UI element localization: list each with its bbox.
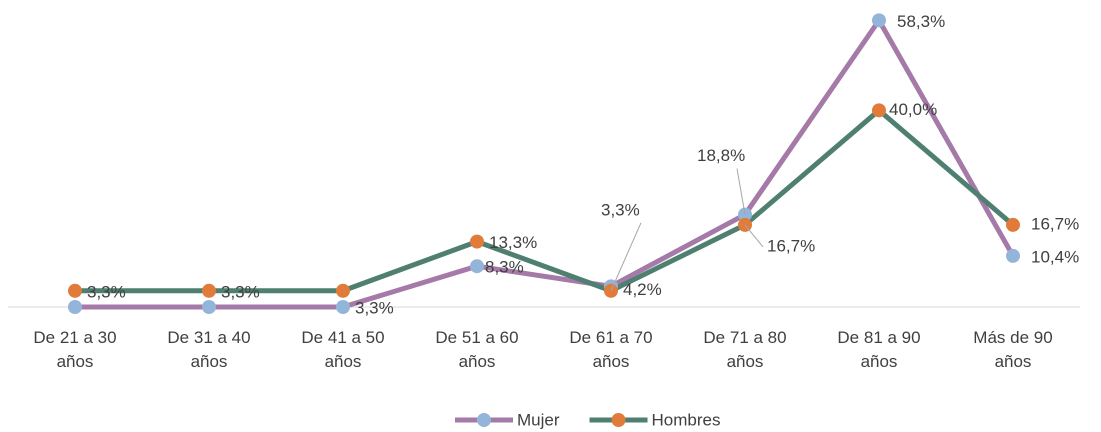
point	[1006, 217, 1020, 232]
x-tick-label: Más de 90 años	[973, 328, 1053, 371]
leader-line	[610, 222, 642, 291]
point	[202, 300, 216, 314]
x-tick-label: De 81 a 90 años	[837, 328, 921, 371]
x-tick-label: De 21 a 30 años	[33, 328, 117, 371]
series-line	[75, 17, 1016, 310]
point	[1006, 248, 1020, 263]
data-label: 4,2%	[623, 280, 662, 299]
data-label: 3,3%	[87, 282, 126, 301]
data-label: 3,3%	[221, 282, 260, 301]
point	[202, 283, 216, 298]
data-label: 16,7%	[767, 236, 815, 255]
legend-label: Mujer	[517, 410, 560, 429]
point	[872, 13, 886, 28]
point	[872, 103, 886, 118]
point	[68, 283, 82, 298]
point	[336, 300, 350, 314]
series-line	[75, 107, 1015, 294]
data-label: 3,3%	[355, 298, 394, 317]
x-tick-label: De 61 a 70 años	[569, 328, 653, 371]
point	[336, 283, 350, 298]
data-label: 18,8%	[697, 146, 745, 165]
data-label: 8,3%	[485, 258, 524, 277]
data-label: 58,3%	[897, 12, 945, 31]
point	[470, 259, 484, 274]
legend-label: Hombres	[652, 410, 721, 429]
data-label: 40,0%	[889, 100, 937, 119]
x-tick-label: De 51 a 60 años	[435, 328, 519, 371]
point	[68, 300, 82, 314]
data-label: 16,7%	[1031, 214, 1079, 233]
x-tick-label: De 31 a 40 años	[167, 328, 251, 371]
legend-marker	[477, 413, 491, 427]
leader-line	[744, 224, 764, 248]
point	[470, 234, 484, 249]
x-tick-label: De 41 a 50 años	[301, 328, 385, 371]
x-tick-label: De 71 a 80 años	[703, 328, 787, 371]
data-label: 3,3%	[601, 200, 640, 219]
legend-marker	[611, 413, 626, 427]
leader-line	[736, 168, 746, 215]
data-label: 10,4%	[1031, 247, 1079, 266]
data-label: 13,3%	[489, 233, 537, 252]
